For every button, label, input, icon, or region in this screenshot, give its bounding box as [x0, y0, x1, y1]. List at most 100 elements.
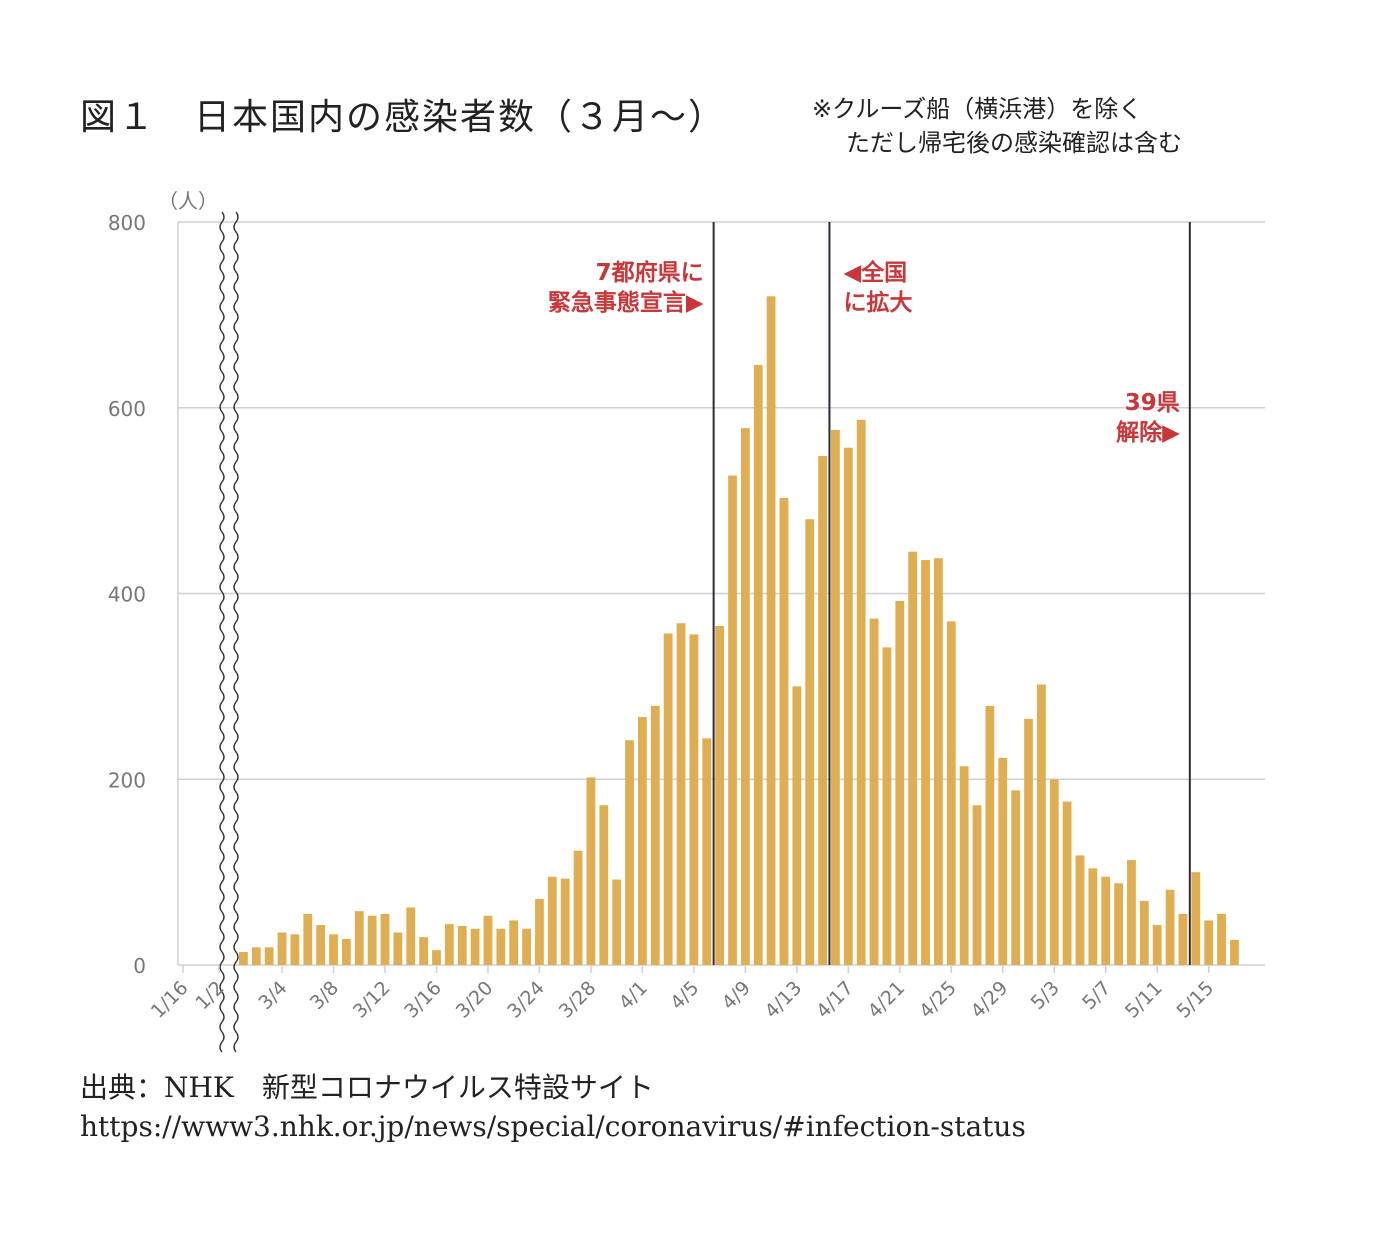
bar — [1088, 868, 1098, 965]
bar — [934, 558, 943, 965]
bar — [1114, 883, 1123, 965]
bar — [895, 600, 905, 965]
bar — [882, 647, 892, 965]
bar — [856, 419, 866, 966]
event-annotation-label: 7都府県に — [596, 259, 704, 286]
x-tick-label: 1/2 — [191, 977, 228, 1014]
bar — [715, 626, 725, 965]
x-tick-label: 3/16 — [400, 977, 446, 1023]
bar — [689, 634, 699, 965]
y-tick-label: 200 — [108, 768, 146, 792]
x-tick-label: 4/25 — [915, 977, 961, 1023]
x-tick-label: 5/3 — [1027, 977, 1064, 1014]
bar — [998, 757, 1008, 965]
axis-break-line-right — [233, 211, 239, 1053]
bar — [586, 777, 596, 965]
bar — [483, 915, 493, 965]
bar — [985, 705, 995, 965]
bar — [1139, 900, 1149, 965]
x-tick-label: 3/8 — [306, 977, 343, 1014]
y-tick-label: 800 — [108, 211, 146, 235]
bar — [779, 497, 789, 965]
bar — [612, 879, 622, 965]
x-tick-label: 3/20 — [452, 977, 498, 1023]
bar — [290, 934, 300, 965]
x-tick-label: 5/11 — [1121, 977, 1167, 1023]
bar — [341, 938, 351, 965]
bar — [1036, 684, 1046, 965]
bar — [740, 428, 750, 965]
event-annotation-label: 解除▶ — [1116, 419, 1180, 446]
source-url: https://www3.nhk.or.jp/news/special/coro… — [80, 1110, 1026, 1143]
bar — [573, 850, 583, 965]
bar — [638, 717, 647, 965]
bar — [1127, 860, 1136, 965]
bar — [419, 937, 429, 965]
bar — [329, 934, 338, 965]
bar — [535, 899, 544, 965]
x-tick-label: 1/16 — [147, 977, 193, 1023]
event-annotation-label: 緊急事態宣言▶ — [548, 289, 704, 316]
bar — [766, 296, 776, 965]
bar — [1230, 939, 1239, 965]
bar — [1191, 872, 1201, 965]
x-tick-label: 4/1 — [615, 977, 652, 1014]
source-label: 出典：NHK 新型コロナウイルス特設サイト — [80, 1071, 654, 1104]
bar — [818, 456, 827, 965]
bar — [1165, 889, 1175, 965]
bar — [1049, 779, 1059, 965]
x-tick-label: 4/5 — [666, 977, 703, 1014]
x-tick-label: 4/21 — [864, 977, 910, 1023]
y-tick-label: 600 — [108, 397, 146, 421]
bar — [251, 947, 261, 965]
bar — [753, 365, 763, 966]
chart-note-line1: ※クルーズ船（横浜港）を除く — [812, 95, 1143, 123]
bar — [650, 705, 660, 965]
bar — [393, 932, 403, 965]
bar — [380, 913, 390, 965]
bar — [547, 876, 557, 965]
event-annotation-label: ◀全国 — [843, 259, 907, 286]
bar — [367, 915, 377, 965]
bar — [959, 766, 969, 965]
y-tick-label: 400 — [108, 583, 146, 607]
y-tick-label: 0 — [133, 954, 146, 978]
axis-break-line-left — [219, 211, 225, 1053]
bar — [702, 738, 712, 965]
bar — [831, 430, 840, 965]
bar — [908, 551, 918, 965]
x-tick-label: 3/28 — [555, 977, 601, 1023]
x-tick-label: 4/29 — [967, 977, 1013, 1023]
x-tick-label: 3/24 — [503, 977, 549, 1023]
bar — [303, 913, 313, 965]
bar — [277, 932, 287, 965]
bar — [1204, 920, 1214, 965]
event-annotation-label: に拡大 — [843, 290, 912, 316]
bar — [792, 686, 802, 965]
event-annotation-label: 39県 — [1125, 390, 1180, 416]
bar — [728, 475, 737, 965]
x-tick-label: 3/4 — [254, 977, 291, 1014]
bar — [444, 924, 454, 965]
y-unit-label: （人） — [158, 189, 218, 213]
bar — [869, 618, 879, 965]
bar — [496, 928, 506, 965]
bar — [972, 805, 982, 965]
bar — [432, 950, 441, 965]
bar — [522, 928, 531, 965]
bar — [805, 519, 815, 965]
bar — [264, 947, 274, 965]
chart-title: 図１ 日本国内の感染者数（３月〜） — [80, 97, 727, 138]
bar — [843, 447, 853, 965]
x-tick-label: 4/9 — [718, 977, 755, 1014]
bar — [676, 623, 686, 965]
bar — [457, 925, 467, 965]
bar — [1217, 913, 1226, 965]
bar — [1075, 855, 1085, 965]
bar — [470, 928, 480, 965]
chart-note-line2: ただし帰宅後の感染確認は含む — [846, 129, 1182, 157]
bar — [316, 925, 326, 965]
bar — [560, 878, 570, 965]
bar — [1011, 790, 1021, 965]
